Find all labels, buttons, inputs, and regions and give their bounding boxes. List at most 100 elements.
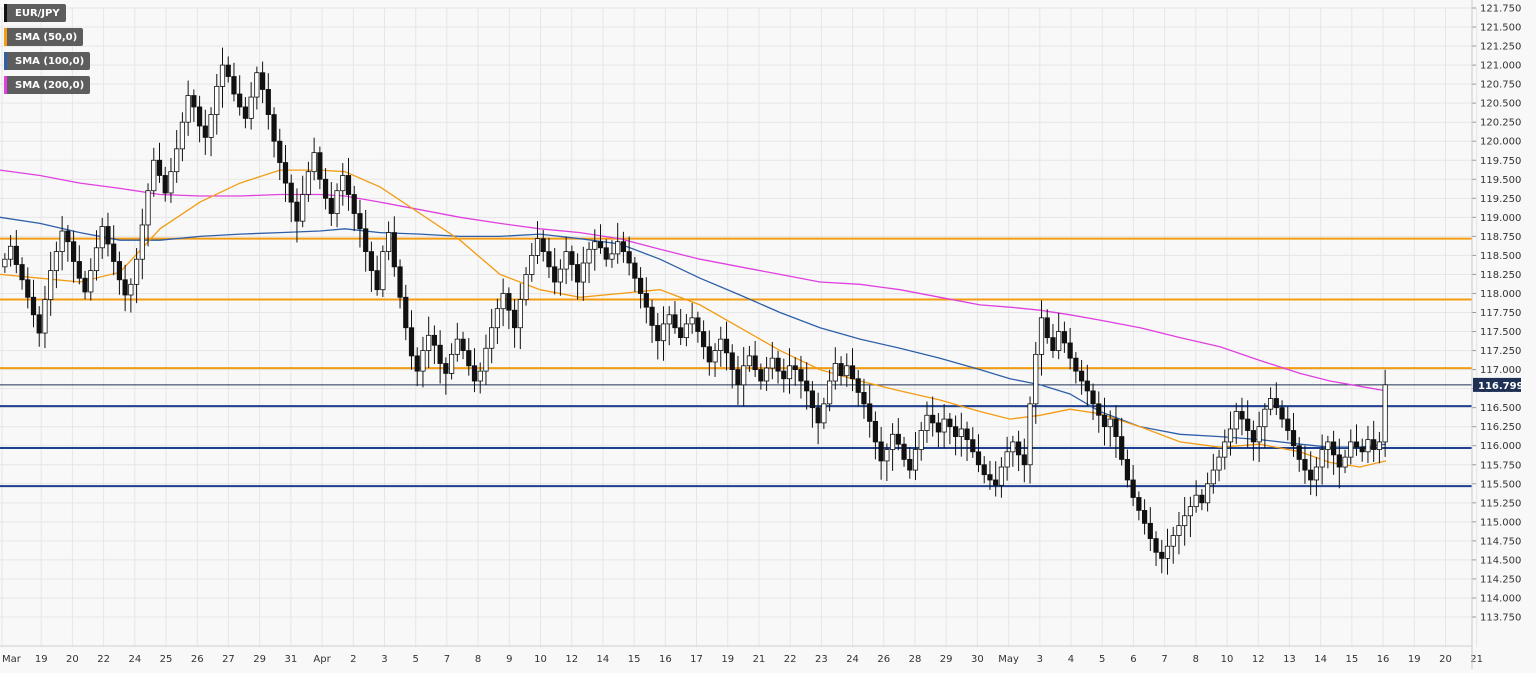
candle-body (981, 464, 987, 476)
candle-body (460, 338, 466, 351)
candle (1124, 449, 1131, 488)
y-tick-label: 117.500 (1480, 327, 1521, 338)
candle (380, 245, 386, 298)
candle-body (1359, 446, 1365, 453)
y-tick-label: 114.750 (1480, 536, 1521, 547)
candle (1371, 420, 1377, 462)
candle-body (25, 279, 31, 298)
candle (1313, 457, 1320, 497)
candle (311, 137, 317, 181)
legend-swatch (4, 52, 7, 70)
x-tick-label: 9 (506, 654, 512, 665)
candle-body (901, 443, 907, 460)
candle-body (1250, 430, 1257, 443)
candle (649, 299, 655, 343)
candle (1302, 445, 1308, 484)
legend-item-price[interactable]: EUR/JPY (4, 4, 66, 22)
y-tick-label: 116.250 (1480, 422, 1521, 433)
candle (964, 421, 970, 461)
candle (718, 326, 724, 367)
candle (1267, 387, 1274, 416)
candle-body (511, 309, 518, 329)
candle-body (414, 355, 420, 372)
candle-body (426, 334, 432, 351)
candle (271, 107, 277, 158)
candle (769, 341, 775, 380)
candle (397, 259, 403, 309)
candle (259, 61, 266, 104)
candle-body (1010, 441, 1016, 453)
candle (1078, 359, 1085, 395)
candle-body (695, 317, 701, 332)
candle (546, 237, 552, 278)
x-tick-label: 19 (721, 654, 734, 665)
candle-body (1382, 384, 1388, 443)
candle (254, 66, 260, 110)
candle-body (597, 241, 604, 249)
candle-body (322, 178, 329, 199)
candle-body (1107, 418, 1113, 428)
candle-body (1325, 441, 1331, 450)
candle (1010, 435, 1016, 467)
candle (1176, 511, 1182, 555)
candle-body (580, 262, 586, 283)
candle (483, 334, 489, 385)
candle-body (912, 449, 919, 471)
candle-body (918, 430, 924, 450)
candle (145, 183, 151, 247)
candle (36, 306, 42, 347)
x-tick-label: 16 (1377, 654, 1390, 665)
x-tick-label: 26 (191, 654, 204, 665)
candle (328, 182, 334, 226)
candle (191, 89, 197, 122)
candle (712, 343, 718, 377)
legend-item-sma200[interactable]: SMA (200,0) (4, 76, 91, 94)
candle (1285, 406, 1291, 441)
candle-body (48, 270, 54, 300)
x-tick-label: 31 (284, 654, 297, 665)
candle-body (792, 365, 798, 370)
candle-body (483, 347, 489, 372)
candle-body (93, 247, 100, 272)
x-tick-label: 13 (1283, 654, 1296, 665)
candle-body (569, 251, 575, 265)
candle-body (1233, 411, 1239, 430)
candle (105, 212, 111, 257)
candle (666, 306, 672, 346)
candle-body (540, 238, 546, 253)
candle (202, 109, 208, 155)
candle (1359, 438, 1365, 462)
x-tick-label: 23 (815, 654, 828, 665)
candle-body (998, 466, 1005, 486)
candle-body (1159, 551, 1165, 559)
candle-body (1227, 428, 1234, 443)
candle (1033, 341, 1039, 424)
candle (912, 432, 919, 480)
candle (448, 343, 455, 380)
candle-body (1056, 331, 1062, 351)
candle (282, 145, 289, 202)
candle-body (1153, 538, 1159, 553)
legend-item-sma100[interactable]: SMA (100,0) (4, 52, 91, 70)
candle (1336, 438, 1342, 489)
candle (947, 412, 953, 445)
y-tick-label: 121.500 (1480, 23, 1521, 34)
y-tick-label: 117.250 (1480, 346, 1521, 357)
candle (660, 306, 667, 361)
candle-body (1262, 408, 1268, 428)
candle-body (282, 162, 289, 184)
candle (351, 185, 357, 232)
candle (179, 112, 186, 162)
candle (615, 222, 621, 264)
candle-body (970, 439, 976, 453)
candle-body (1302, 459, 1308, 471)
candle (855, 370, 861, 407)
legend-item-sma50[interactable]: SMA (50,0) (4, 28, 84, 46)
candle (574, 253, 581, 300)
candle-body (1176, 525, 1182, 536)
legend-swatch (4, 28, 7, 46)
candle (162, 166, 168, 202)
candle (907, 446, 913, 479)
candle-body (1113, 418, 1119, 437)
